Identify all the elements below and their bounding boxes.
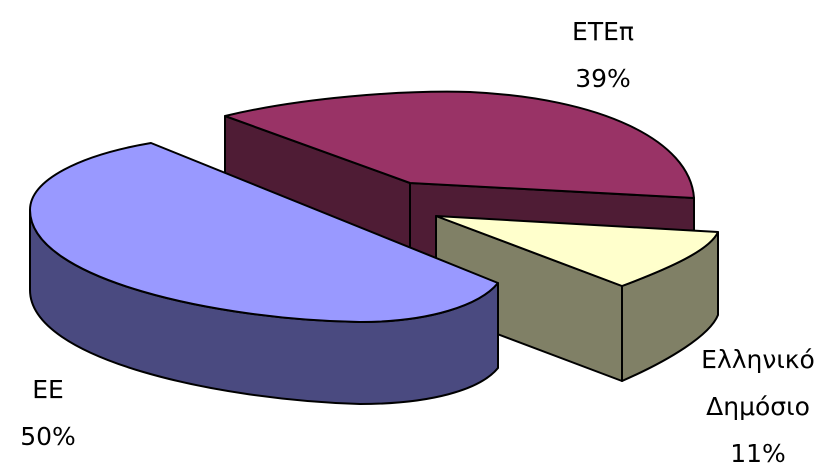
slice-ee-top [29, 142, 499, 323]
label-ee: ΕΕ 50% [20, 375, 76, 451]
slice-greek-state [435, 215, 719, 382]
label-etep-name: ΕΤΕπ [572, 17, 634, 46]
slice-greek-state-top [435, 215, 719, 287]
label-ee-percent: 50% [20, 422, 76, 451]
label-etep-percent: 39% [575, 64, 631, 93]
slice-ee [29, 142, 499, 405]
label-greek-state-name-line1: Ελληνικό [701, 345, 815, 374]
label-greek-state-percent: 11% [730, 439, 786, 468]
label-ee-name: ΕΕ [32, 375, 64, 404]
label-greek-state-name-line2: Δημόσιο [706, 392, 810, 421]
slice-etep-top [224, 90, 695, 199]
label-etep: ΕΤΕπ 39% [572, 17, 634, 93]
label-greek-state: Ελληνικό Δημόσιο 11% [701, 345, 815, 468]
